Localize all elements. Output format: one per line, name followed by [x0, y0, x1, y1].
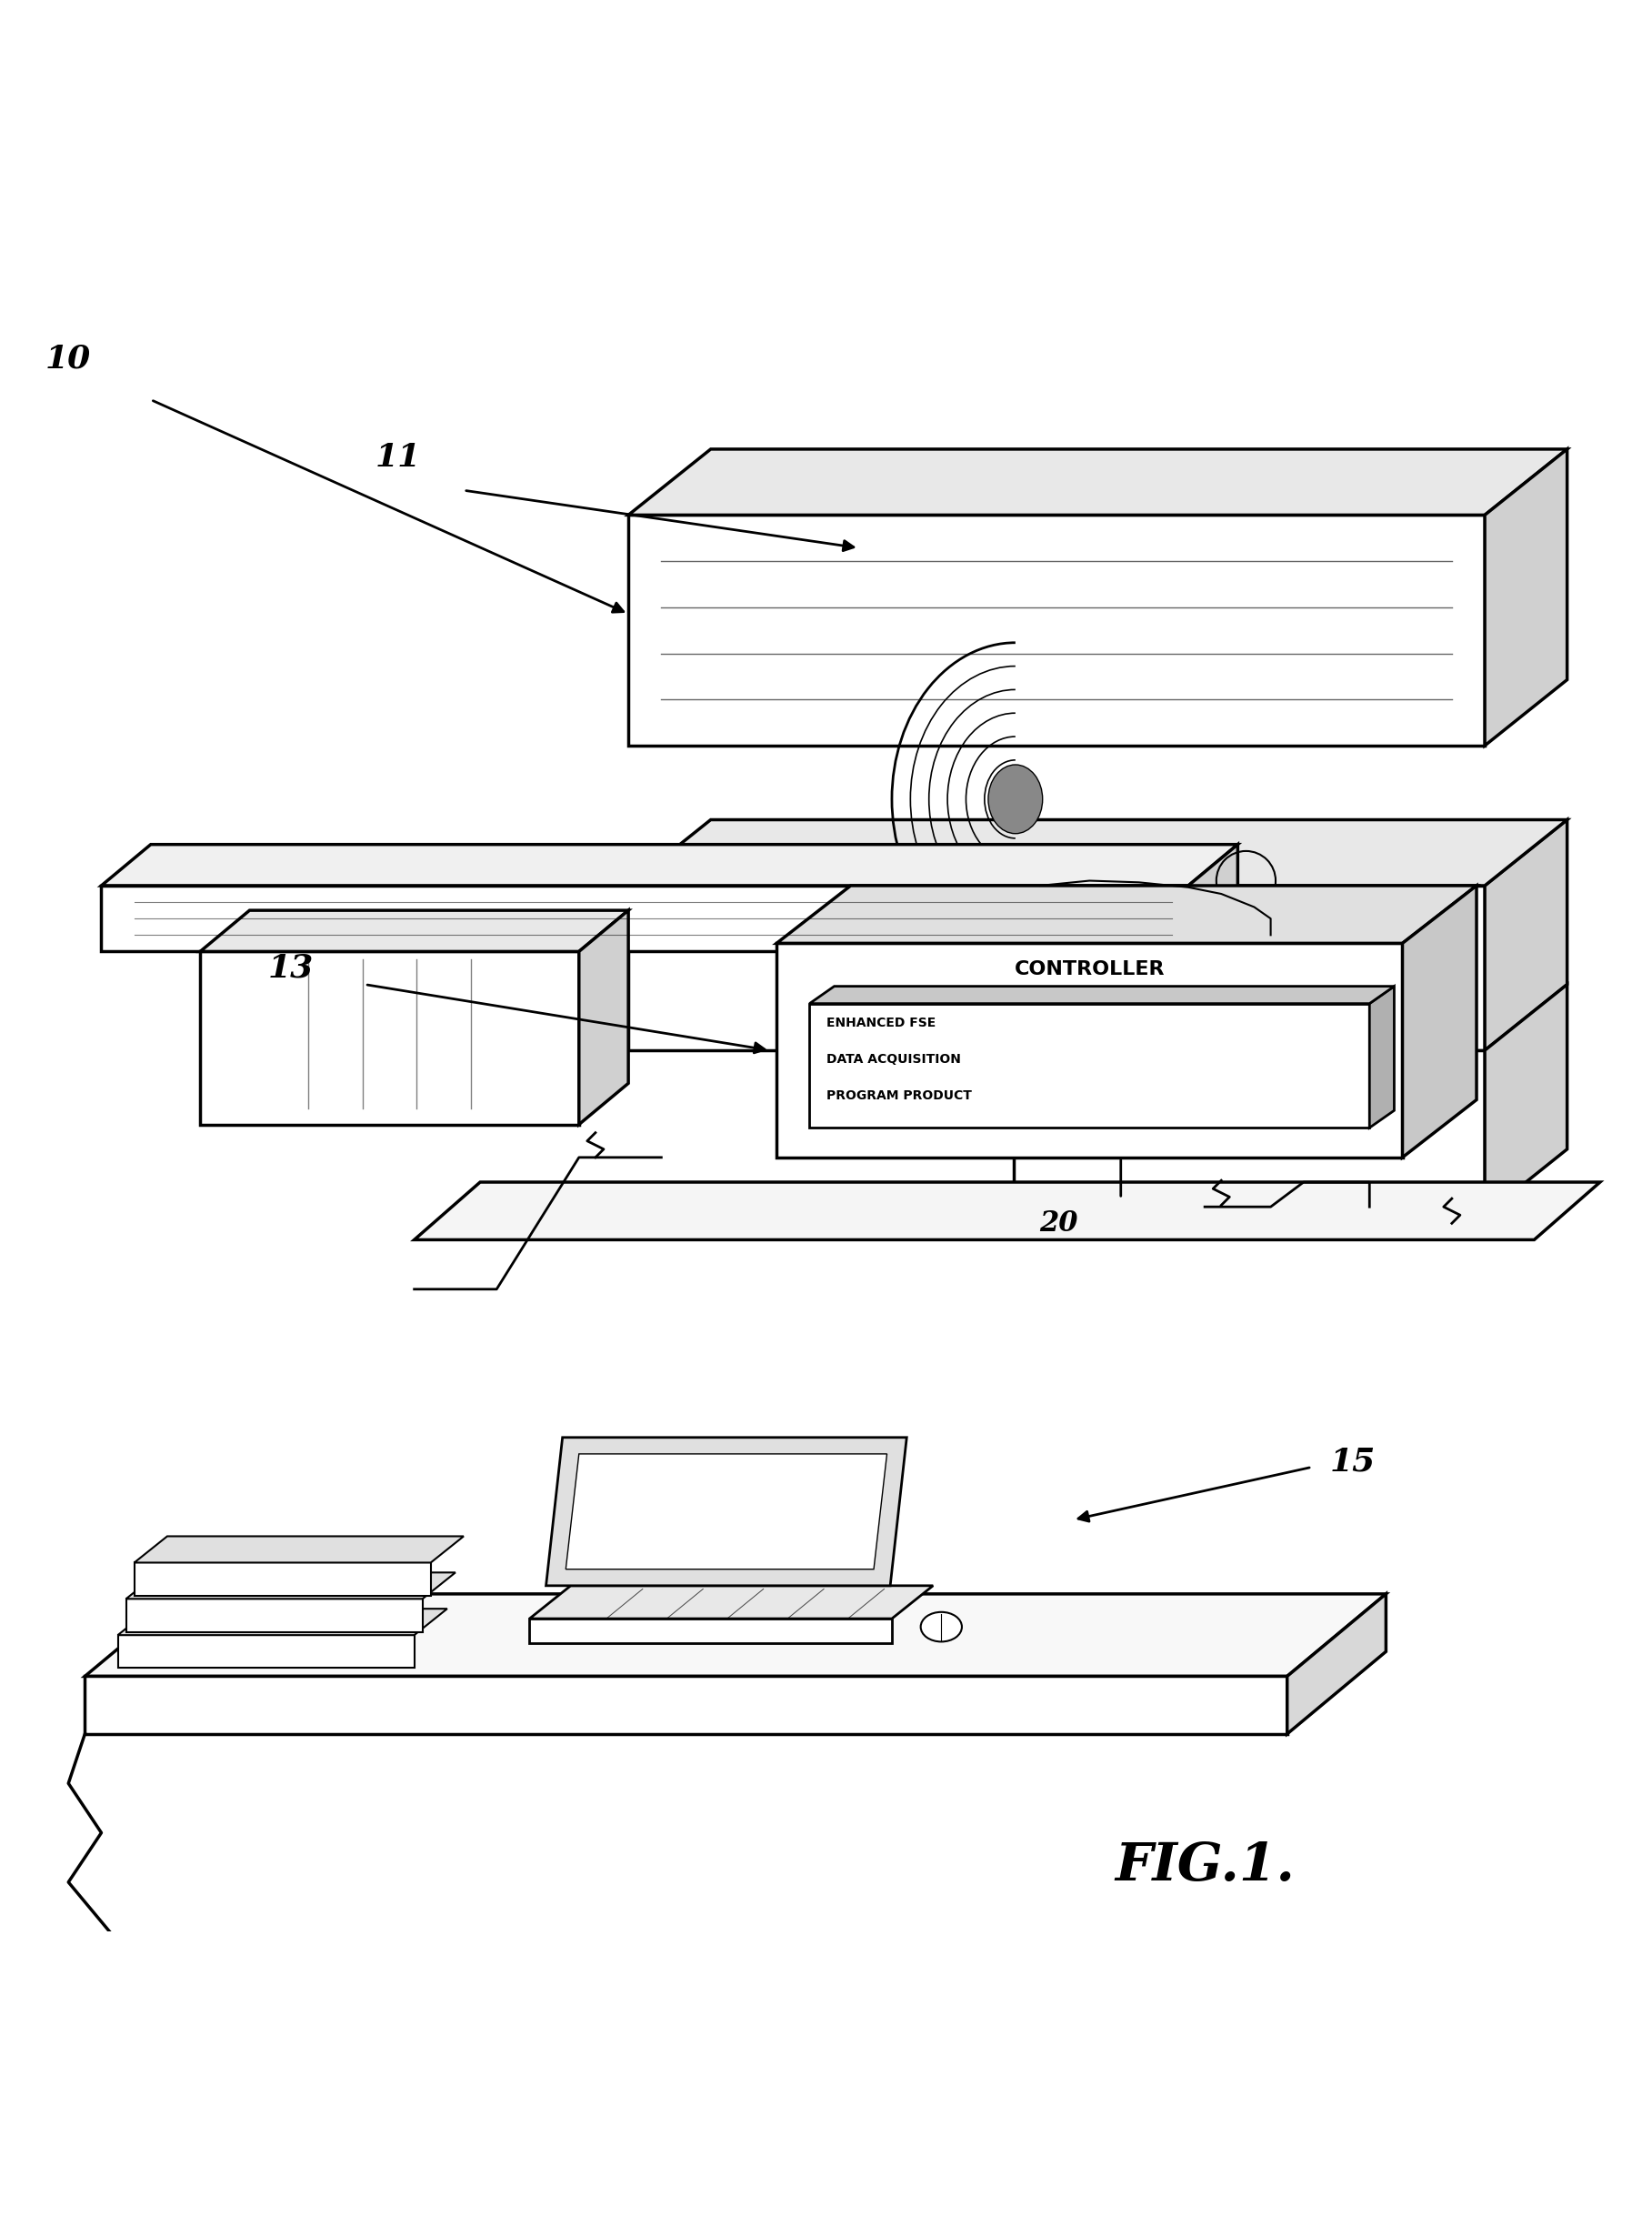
Polygon shape [126, 1573, 456, 1600]
Polygon shape [126, 1600, 423, 1631]
Polygon shape [628, 514, 1485, 745]
Text: DATA ACQUISITION: DATA ACQUISITION [826, 1053, 960, 1066]
Polygon shape [628, 886, 1485, 1050]
Polygon shape [117, 1609, 448, 1635]
Polygon shape [1403, 886, 1477, 1157]
Polygon shape [134, 1536, 464, 1562]
Polygon shape [1485, 820, 1568, 1050]
Polygon shape [84, 1593, 1386, 1675]
Text: 15: 15 [1330, 1447, 1376, 1478]
Polygon shape [134, 1562, 431, 1596]
Polygon shape [101, 844, 1237, 886]
Polygon shape [1485, 984, 1568, 1214]
Polygon shape [1014, 1050, 1485, 1214]
Polygon shape [809, 986, 1394, 1004]
Polygon shape [200, 911, 628, 951]
Polygon shape [1188, 844, 1237, 951]
Polygon shape [809, 1004, 1370, 1128]
Polygon shape [117, 1635, 415, 1669]
Text: CONTROLLER: CONTROLLER [1014, 960, 1165, 979]
Polygon shape [547, 1438, 907, 1587]
Polygon shape [776, 886, 1477, 944]
Polygon shape [530, 1587, 933, 1618]
Polygon shape [200, 951, 578, 1124]
Polygon shape [776, 944, 1403, 1157]
Polygon shape [628, 820, 1568, 886]
Text: ENHANCED FSE: ENHANCED FSE [826, 1017, 935, 1030]
Text: 20: 20 [1039, 1210, 1077, 1237]
Polygon shape [1370, 986, 1394, 1128]
Polygon shape [628, 450, 1568, 514]
Text: 10: 10 [46, 343, 91, 375]
Polygon shape [84, 1675, 1287, 1733]
Ellipse shape [920, 1611, 961, 1642]
Polygon shape [101, 886, 1188, 951]
Polygon shape [415, 1181, 1601, 1239]
Text: 11: 11 [375, 441, 421, 472]
Text: FIG.1.: FIG.1. [1115, 1839, 1295, 1892]
Polygon shape [1485, 450, 1568, 745]
Polygon shape [530, 1618, 892, 1644]
Polygon shape [1287, 1593, 1386, 1733]
Text: 13: 13 [268, 953, 314, 984]
Text: PROGRAM PRODUCT: PROGRAM PRODUCT [826, 1090, 971, 1101]
Polygon shape [565, 1454, 887, 1569]
Ellipse shape [988, 765, 1042, 833]
Polygon shape [578, 911, 628, 1124]
